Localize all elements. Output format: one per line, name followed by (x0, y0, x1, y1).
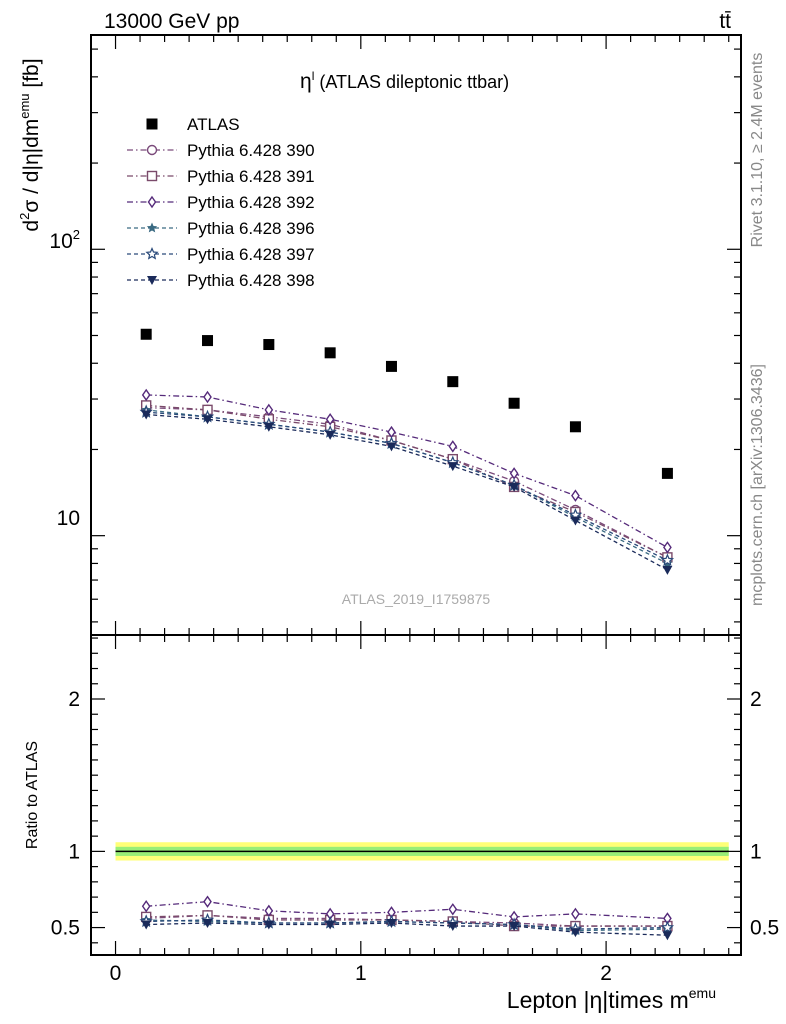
main-ylabel: d2σ / d|η|dmemu [fb] (17, 58, 43, 231)
ratio-data-point (263, 920, 274, 930)
ratio-ytick-label: 1 (68, 840, 80, 863)
legend-marker (146, 144, 158, 156)
atlas-data-point (140, 328, 152, 340)
legend-label: Pythia 6.428 398 (187, 271, 315, 290)
ratio-data-point (447, 922, 458, 932)
ratio-ytick-label-right: 1 (750, 840, 762, 863)
atlas-data-point (324, 347, 336, 359)
mc-data-point (325, 413, 335, 426)
ratio-data-point (570, 928, 581, 938)
mc-data-point (141, 410, 152, 420)
ratio-ylabel: Ratio to ATLAS (24, 741, 41, 849)
mc-data-point (509, 482, 520, 492)
mc-data-point (663, 541, 672, 554)
x-tick-label: 0 (110, 962, 122, 985)
atlas-data-point (202, 335, 214, 347)
mc-data-point (662, 565, 673, 575)
ratio-data-point (203, 895, 212, 908)
ratio-ytick-label: 0.5 (51, 917, 80, 940)
ratio-data-point (509, 922, 520, 932)
ratio-data-point (141, 900, 151, 913)
legend-label: Pythia 6.428 397 (187, 245, 315, 264)
ratio-data-point (662, 931, 673, 941)
atlas-data-point (385, 360, 397, 372)
atlas-data-point (569, 421, 581, 433)
main-series-line (146, 404, 668, 558)
mc-data-point (202, 415, 213, 425)
x-tick-label: 1 (355, 962, 367, 985)
legend-label: ATLAS (187, 115, 240, 134)
mcplots-label: mcplots.cern.ch [arXiv:1306.3436] (749, 364, 766, 606)
header-left: 13000 GeV pp (104, 10, 239, 33)
atlas-data-point (263, 339, 275, 351)
ratio-ytick-label-right: 0.5 (750, 917, 779, 940)
mc-data-point (570, 516, 581, 526)
legend-marker (145, 246, 159, 260)
mc-data-point (263, 422, 274, 432)
mc-data-point (141, 388, 151, 402)
ratio-data-point (264, 904, 274, 918)
ratio-series-line (146, 919, 668, 930)
ratio-data-point (448, 903, 458, 916)
ratio-data-point (325, 920, 336, 930)
mc-data-point (448, 440, 458, 453)
atlas-data-point (508, 397, 520, 409)
legend-marker (146, 170, 158, 182)
ratio-data-point (141, 920, 152, 930)
x-tick-label: 2 (600, 962, 612, 985)
legend-marker (146, 118, 158, 130)
atlas-data-point (661, 467, 673, 479)
analysis-watermark: ATLAS_2019_I1759875 (342, 591, 491, 607)
x-axis-label: Lepton |η|times memu (507, 985, 716, 1013)
atlas-data-point (447, 376, 459, 388)
main-ytick-label-10: 10 (57, 507, 80, 530)
ratio-series-line (146, 901, 668, 920)
ratio-data-point (202, 919, 213, 928)
mc-data-point (325, 430, 336, 440)
mc-data-point (386, 442, 397, 452)
mc-data-point (203, 390, 212, 404)
main-ytick-label-100: 102 (49, 227, 80, 253)
ratio-data-point (386, 919, 397, 928)
mc-data-point (264, 403, 274, 417)
ratio-ytick-label-right: 2 (750, 688, 762, 711)
mc-data-point (660, 553, 675, 567)
legend-label: Pythia 6.428 396 (187, 219, 315, 238)
legend-label: Pythia 6.428 390 (187, 141, 315, 160)
main-title: ηl (ATLAS dileptonic ttbar) (300, 69, 509, 93)
ratio-ytick-label: 2 (68, 688, 80, 711)
legend-marker (146, 222, 158, 233)
legend-marker (147, 276, 157, 285)
main-series-line (146, 411, 668, 561)
rivet-label: Rivet 3.1.10, ≥ 2.4M events (749, 53, 766, 248)
legend-label: Pythia 6.428 391 (187, 167, 315, 186)
ratio-data-point (571, 907, 580, 921)
header-right: tt̄ (719, 10, 731, 33)
legend-marker (147, 195, 157, 209)
mc-data-point (571, 489, 580, 502)
main-series-line (146, 409, 668, 565)
ratio-plot-frame (90, 634, 742, 956)
ratio-data-point (660, 920, 675, 934)
main-series-line (146, 406, 668, 558)
mc-data-point (447, 462, 458, 472)
main-series-line (146, 413, 668, 571)
legend-label: Pythia 6.428 392 (187, 193, 315, 212)
